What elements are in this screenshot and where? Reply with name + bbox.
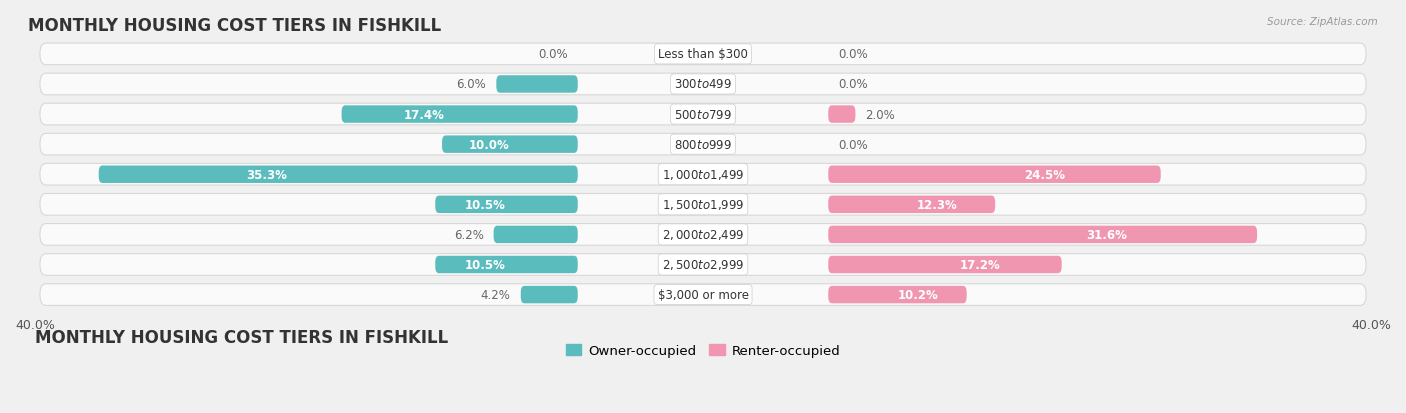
Text: MONTHLY HOUSING COST TIERS IN FISHKILL: MONTHLY HOUSING COST TIERS IN FISHKILL — [28, 17, 441, 34]
Text: 6.0%: 6.0% — [457, 78, 486, 91]
Text: MONTHLY HOUSING COST TIERS IN FISHKILL: MONTHLY HOUSING COST TIERS IN FISHKILL — [35, 328, 449, 346]
Text: 10.2%: 10.2% — [898, 288, 939, 301]
FancyBboxPatch shape — [39, 164, 1367, 185]
Text: 0.0%: 0.0% — [838, 48, 868, 61]
Text: 12.3%: 12.3% — [917, 198, 957, 211]
FancyBboxPatch shape — [520, 286, 578, 304]
FancyBboxPatch shape — [441, 136, 578, 154]
Text: 2.0%: 2.0% — [866, 108, 896, 121]
FancyBboxPatch shape — [496, 76, 578, 93]
Text: $1,000 to $1,499: $1,000 to $1,499 — [662, 168, 744, 182]
Text: 0.0%: 0.0% — [538, 48, 568, 61]
FancyBboxPatch shape — [39, 194, 1367, 216]
Text: $2,000 to $2,499: $2,000 to $2,499 — [662, 228, 744, 242]
Text: 0.0%: 0.0% — [838, 78, 868, 91]
FancyBboxPatch shape — [342, 106, 578, 123]
Text: 17.2%: 17.2% — [960, 259, 1000, 271]
Text: $300 to $499: $300 to $499 — [673, 78, 733, 91]
Text: $500 to $799: $500 to $799 — [673, 108, 733, 121]
FancyBboxPatch shape — [436, 196, 578, 214]
Text: 10.5%: 10.5% — [465, 259, 506, 271]
FancyBboxPatch shape — [98, 166, 578, 183]
FancyBboxPatch shape — [39, 284, 1367, 306]
Text: $2,500 to $2,999: $2,500 to $2,999 — [662, 258, 744, 272]
FancyBboxPatch shape — [828, 196, 995, 214]
Text: 10.0%: 10.0% — [470, 138, 510, 151]
Text: Less than $300: Less than $300 — [658, 48, 748, 61]
FancyBboxPatch shape — [828, 256, 1062, 273]
FancyBboxPatch shape — [828, 106, 855, 123]
Text: 17.4%: 17.4% — [404, 108, 444, 121]
FancyBboxPatch shape — [828, 166, 1161, 183]
FancyBboxPatch shape — [39, 224, 1367, 246]
FancyBboxPatch shape — [828, 226, 1257, 244]
FancyBboxPatch shape — [494, 226, 578, 244]
Text: 35.3%: 35.3% — [246, 169, 287, 181]
FancyBboxPatch shape — [39, 134, 1367, 156]
Text: $800 to $999: $800 to $999 — [673, 138, 733, 151]
Text: 0.0%: 0.0% — [838, 138, 868, 151]
FancyBboxPatch shape — [39, 254, 1367, 275]
Text: 31.6%: 31.6% — [1087, 228, 1128, 241]
FancyBboxPatch shape — [39, 104, 1367, 126]
Text: 10.5%: 10.5% — [465, 198, 506, 211]
FancyBboxPatch shape — [436, 256, 578, 273]
Text: $3,000 or more: $3,000 or more — [658, 288, 748, 301]
FancyBboxPatch shape — [828, 286, 967, 304]
FancyBboxPatch shape — [39, 44, 1367, 66]
Text: 4.2%: 4.2% — [481, 288, 510, 301]
Text: Source: ZipAtlas.com: Source: ZipAtlas.com — [1267, 17, 1378, 26]
FancyBboxPatch shape — [39, 74, 1367, 95]
Legend: Owner-occupied, Renter-occupied: Owner-occupied, Renter-occupied — [560, 339, 846, 363]
Text: 24.5%: 24.5% — [1024, 169, 1064, 181]
Text: $1,500 to $1,999: $1,500 to $1,999 — [662, 198, 744, 212]
Text: 6.2%: 6.2% — [454, 228, 484, 241]
